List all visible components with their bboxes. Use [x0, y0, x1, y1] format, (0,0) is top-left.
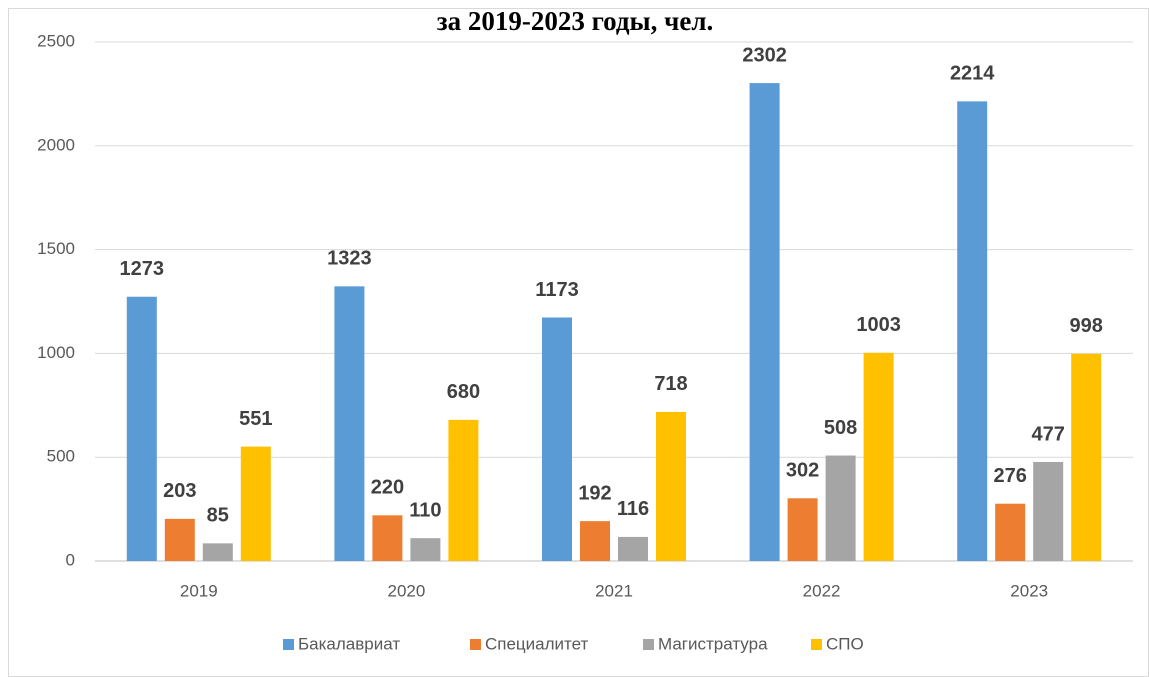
- bar: [202, 543, 233, 561]
- data-label: 85: [207, 505, 229, 527]
- bar: [542, 317, 572, 561]
- data-label: 220: [371, 477, 404, 499]
- data-label: 1003: [856, 314, 901, 336]
- data-label: 1173: [535, 279, 578, 301]
- data-label: 477: [1032, 423, 1065, 445]
- bar: [995, 503, 1026, 561]
- x-tick-label: 2022: [803, 581, 841, 600]
- bar: [334, 286, 365, 561]
- bar: [126, 296, 157, 561]
- data-label: 998: [1070, 315, 1103, 337]
- x-tick-label: 2019: [180, 581, 218, 600]
- x-tick-label: 2020: [387, 581, 425, 600]
- y-tick-label: 1500: [37, 239, 75, 258]
- bar: [240, 446, 271, 561]
- data-label: 110: [409, 499, 441, 521]
- data-label: 680: [447, 381, 480, 403]
- bar: [618, 536, 648, 561]
- legend-label: Бакалавриат: [298, 634, 400, 653]
- data-label: 551: [239, 408, 272, 430]
- legend-swatch: [283, 639, 294, 650]
- data-label: 192: [578, 482, 611, 504]
- legend-label: Специалитет: [485, 634, 589, 653]
- data-label: 116: [617, 498, 649, 520]
- chart-title: за 2019-2023 годы, чел.: [437, 6, 714, 36]
- legend-label: СПО: [826, 634, 864, 653]
- data-label: 302: [786, 460, 819, 482]
- bar: [410, 538, 441, 561]
- bar: [580, 521, 610, 561]
- data-label: 508: [824, 417, 857, 439]
- y-tick-label: 500: [47, 447, 75, 466]
- legend-label: Магистратура: [658, 634, 768, 653]
- x-tick-label: 2021: [595, 581, 633, 600]
- data-label: 1273: [120, 258, 165, 280]
- bar: [749, 83, 780, 561]
- bar: [656, 411, 686, 561]
- bar: [825, 455, 856, 561]
- data-label: 203: [163, 480, 196, 502]
- bar: [1071, 353, 1102, 561]
- legend-swatch: [643, 639, 654, 650]
- bar: [863, 352, 894, 561]
- y-tick-label: 2000: [37, 135, 75, 154]
- legend-swatch: [811, 639, 822, 650]
- bar: [164, 518, 195, 561]
- y-tick-label: 2500: [37, 31, 75, 50]
- legend-swatch: [470, 639, 481, 650]
- bar: [787, 498, 818, 561]
- data-label: 1323: [327, 248, 372, 270]
- data-label: 2214: [950, 63, 995, 85]
- x-tick-label: 2023: [1010, 581, 1048, 600]
- data-label: 718: [654, 373, 687, 395]
- data-label: 2302: [742, 44, 787, 66]
- data-label: 276: [994, 465, 1027, 487]
- y-tick-label: 0: [66, 550, 75, 569]
- bar: [372, 515, 403, 561]
- bar: [1033, 461, 1064, 561]
- y-tick-label: 1000: [37, 343, 75, 362]
- bar: [957, 101, 988, 561]
- bar: [448, 419, 479, 561]
